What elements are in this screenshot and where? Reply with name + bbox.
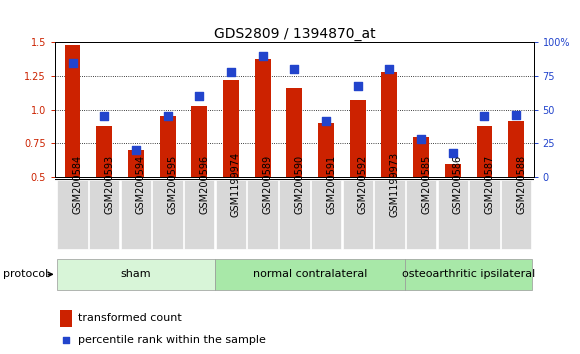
Text: GSM200590: GSM200590 (294, 155, 304, 214)
Point (289, 67, 299, 72)
FancyBboxPatch shape (153, 180, 183, 249)
Bar (382, 72, 397, 177)
Point (321, 118, 331, 123)
FancyBboxPatch shape (374, 180, 405, 249)
Point (480, 114, 489, 119)
Text: sham: sham (121, 269, 151, 279)
Text: GSM1199974: GSM1199974 (231, 152, 241, 217)
Text: protocol: protocol (3, 269, 48, 279)
Bar (287, 88, 302, 177)
FancyBboxPatch shape (121, 180, 151, 249)
Title: GDS2809 / 1394870_at: GDS2809 / 1394870_at (213, 28, 375, 41)
Text: GSM200593: GSM200593 (104, 155, 114, 214)
Point (226, 69, 235, 75)
Bar (60, 310, 72, 326)
Text: GSM200587: GSM200587 (484, 155, 495, 214)
Bar (160, 116, 176, 177)
FancyBboxPatch shape (437, 180, 468, 249)
Bar (318, 123, 334, 177)
Text: GSM200594: GSM200594 (136, 155, 146, 214)
Bar (191, 106, 207, 177)
FancyBboxPatch shape (248, 180, 278, 249)
Point (258, 53, 267, 59)
Point (131, 147, 140, 153)
FancyBboxPatch shape (311, 180, 341, 249)
Text: GSM200595: GSM200595 (168, 155, 177, 214)
Bar (508, 120, 524, 177)
FancyBboxPatch shape (57, 180, 88, 249)
Point (195, 93, 204, 99)
FancyBboxPatch shape (501, 180, 531, 249)
Bar (413, 137, 429, 177)
Bar (223, 80, 239, 177)
Point (68, 60, 77, 65)
Bar (477, 126, 492, 177)
Point (61, 337, 71, 343)
Text: GSM200596: GSM200596 (200, 155, 209, 214)
Text: GSM200586: GSM200586 (453, 155, 463, 214)
Point (100, 114, 109, 119)
Bar (350, 100, 365, 177)
Text: GSM200591: GSM200591 (326, 155, 336, 214)
FancyBboxPatch shape (279, 180, 310, 249)
FancyBboxPatch shape (405, 259, 532, 290)
Text: osteoarthritic ipsilateral: osteoarthritic ipsilateral (402, 269, 535, 279)
Text: GSM200589: GSM200589 (263, 155, 273, 214)
Bar (445, 164, 461, 177)
FancyBboxPatch shape (184, 180, 215, 249)
Text: GSM200588: GSM200588 (516, 155, 526, 214)
FancyBboxPatch shape (343, 180, 373, 249)
Bar (128, 150, 144, 177)
Point (448, 150, 458, 156)
Point (416, 137, 426, 142)
FancyBboxPatch shape (469, 180, 500, 249)
Point (353, 83, 362, 88)
Text: percentile rank within the sample: percentile rank within the sample (78, 335, 266, 346)
Bar (64, 45, 81, 177)
Point (163, 114, 172, 119)
Point (512, 112, 521, 118)
Bar (96, 126, 112, 177)
Text: transformed count: transformed count (78, 313, 182, 323)
Text: GSM200584: GSM200584 (72, 155, 82, 214)
FancyBboxPatch shape (89, 180, 119, 249)
Point (385, 67, 394, 72)
FancyBboxPatch shape (57, 259, 215, 290)
FancyBboxPatch shape (215, 259, 405, 290)
Text: GSM200592: GSM200592 (358, 155, 368, 214)
Bar (255, 59, 271, 177)
FancyBboxPatch shape (216, 180, 246, 249)
Text: GSM1199973: GSM1199973 (389, 152, 400, 217)
Text: GSM200585: GSM200585 (421, 155, 431, 214)
Text: normal contralateral: normal contralateral (253, 269, 367, 279)
FancyBboxPatch shape (406, 180, 436, 249)
